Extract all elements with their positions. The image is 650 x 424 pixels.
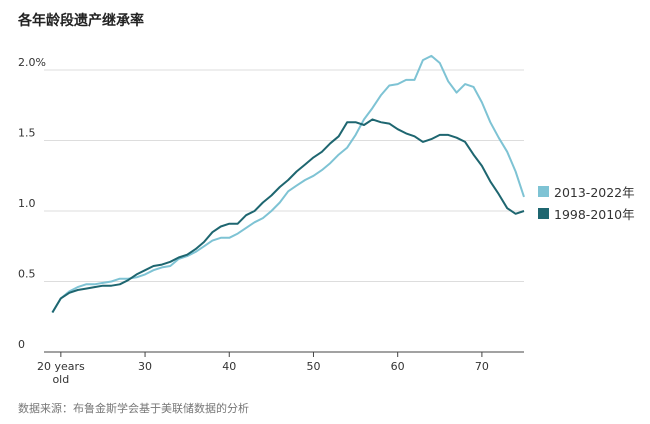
x-tick-label: 40 <box>222 360 236 373</box>
legend-swatch-2013-2022 <box>538 185 549 197</box>
x-tick-label: 70 <box>475 360 489 373</box>
legend-label-1998-2010: 1998-2010年 <box>554 206 635 222</box>
y-tick-label: 0 <box>18 338 25 351</box>
series-line-2013-2022 <box>51 54 525 314</box>
chart-title: 各年龄段遗产继承率 <box>18 13 144 29</box>
x-axis-ticks: 20 years old 30 40 50 60 70 <box>37 352 489 386</box>
y-tick-label: 2.0% <box>18 56 46 69</box>
x-tick-label: 50 <box>306 360 320 373</box>
legend-item-2013-2022: 2013-2022年 <box>538 180 635 202</box>
y-tick-label: 1.0 <box>18 197 36 210</box>
y-tick-label: 0.5 <box>18 268 36 281</box>
grid-lines <box>44 69 524 282</box>
y-axis-ticks: 0 0.5 1.0 1.5 2.0% <box>18 56 46 351</box>
x-tick-label: 60 <box>391 360 405 373</box>
source-note: 数据来源：布鲁金斯学会基于美联储数据的分析 <box>18 402 249 415</box>
legend-swatch-1998-2010 <box>538 207 549 219</box>
y-tick-label: 1.5 <box>18 127 36 140</box>
series-lines <box>51 54 525 314</box>
series-line-1998-2010 <box>51 118 525 314</box>
legend-item-1998-2010: 1998-2010年 <box>538 202 635 224</box>
legend: 2013-2022年 1998-2010年 <box>538 180 635 224</box>
legend-label-2013-2022: 2013-2022年 <box>554 184 635 200</box>
x-tick-label: 20 years old <box>37 360 85 386</box>
x-tick-label: 30 <box>138 360 152 373</box>
